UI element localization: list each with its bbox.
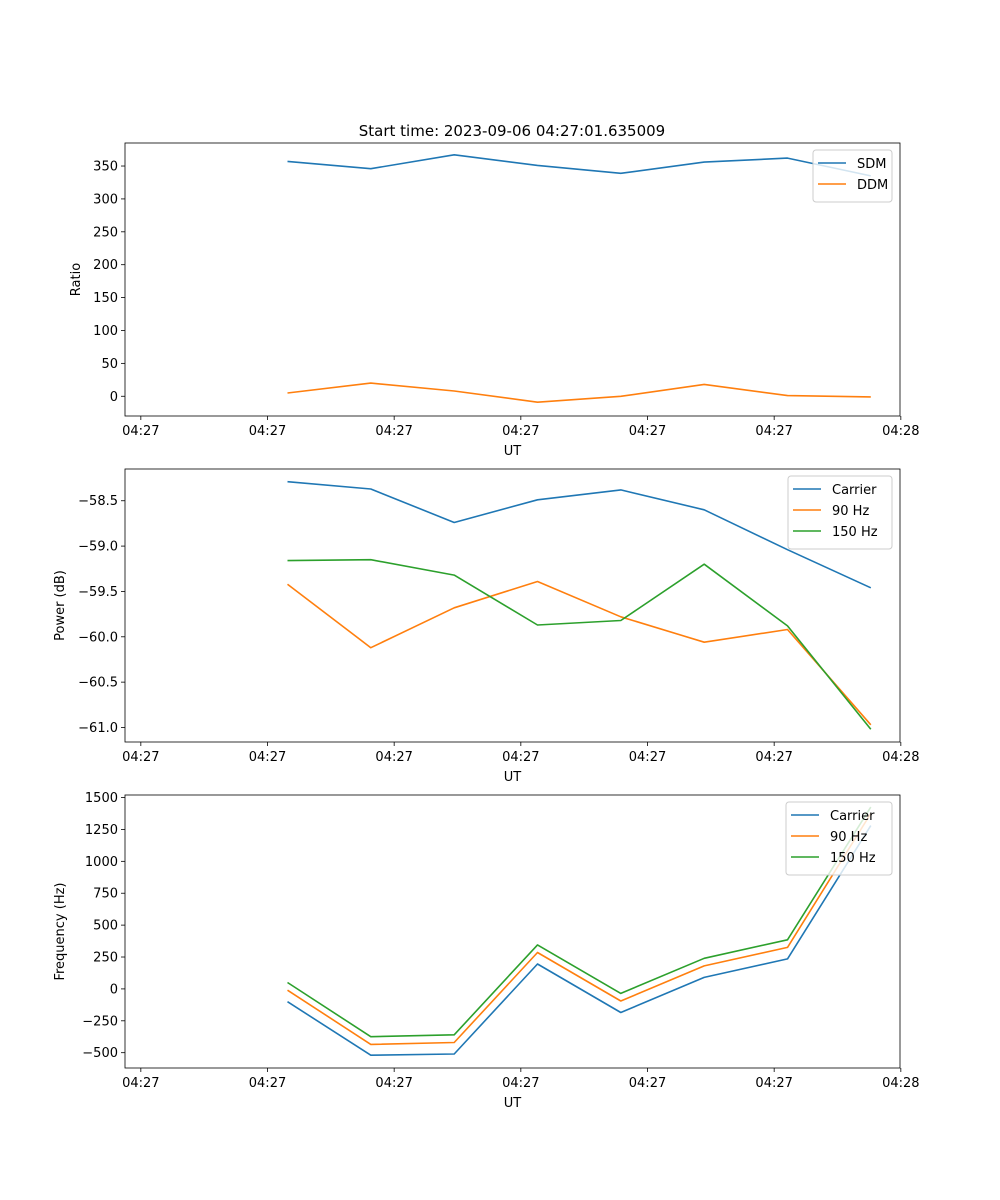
y-tick-label: 0 (110, 982, 118, 997)
plot-frame (124, 794, 901, 1069)
panels: 04:27 04:27 04:27 04:27 04:27 04:27 04:28 0 50 10… (53, 142, 920, 1111)
chart-panel-1: 04:27 04:27 04:27 04:27 04:27 04:27 04:28 0 50 10… (69, 142, 920, 459)
y-tick-label: 1250 (85, 823, 118, 838)
x-tick-label: 04:27 (629, 1076, 666, 1091)
series-line-150-hz (287, 558, 872, 730)
series-line-90-hz (287, 580, 872, 726)
legend: Carrier 90 Hz 150 Hz (787, 475, 893, 550)
y-tick-label: 250 (93, 225, 118, 240)
y-tick-label: −60.0 (78, 630, 118, 645)
legend-label: SDM (857, 157, 886, 172)
figure-title: Start time: 2023-09-06 04:27:01.635009 (359, 122, 665, 140)
x-tick-label: 04:27 (755, 750, 792, 765)
chart-panel-2: 04:27 04:27 04:27 04:27 04:27 04:27 04:28 −61.0… (53, 468, 920, 785)
y-tick-label: 350 (93, 160, 118, 175)
x-tick-label: 04:27 (502, 424, 539, 439)
x-tick-label: 04:27 (629, 750, 666, 765)
legend-label: 90 Hz (830, 830, 867, 845)
x-tick-label: 04:27 (502, 1076, 539, 1091)
x-tick-label: 04:28 (882, 750, 919, 765)
x-tick-label: 04:27 (375, 1076, 412, 1091)
x-tick-label: 04:27 (249, 750, 286, 765)
x-tick-label: 04:28 (882, 424, 919, 439)
x-tick-label: 04:27 (122, 750, 159, 765)
x-tick-label: 04:27 (122, 424, 159, 439)
y-tick-label: 250 (93, 951, 118, 966)
series-line-90-hz (287, 813, 872, 1046)
y-tick-label: −60.5 (78, 676, 118, 691)
y-tick-label: 750 (93, 887, 118, 902)
legend-label: Carrier (830, 809, 875, 824)
series-line-carrier (287, 825, 872, 1056)
legend: SDM DDM (812, 149, 893, 203)
x-tick-label: 04:27 (629, 424, 666, 439)
legend: Carrier 90 Hz 150 Hz (785, 801, 893, 876)
y-tick-label: −59.5 (78, 585, 118, 600)
y-tick-label: 200 (93, 258, 118, 273)
chart-panel-3: 04:27 04:27 04:27 04:27 04:27 04:27 04:28 −500 −… (53, 791, 920, 1111)
y-axis-label: Frequency (Hz) (53, 882, 68, 980)
series-line-150-hz (287, 806, 872, 1038)
y-tick-label: 1000 (85, 855, 118, 870)
y-tick-label: 0 (110, 390, 118, 405)
x-tick-label: 04:27 (375, 424, 412, 439)
x-tick-label: 04:27 (755, 1076, 792, 1091)
y-tick-label: 150 (93, 291, 118, 306)
legend-label: 150 Hz (832, 525, 878, 540)
y-tick-label: 1500 (85, 791, 118, 806)
plot-frame (124, 142, 901, 417)
x-tick-label: 04:27 (502, 750, 539, 765)
series-line-sdm (287, 154, 871, 177)
y-tick-label: 500 (93, 919, 118, 934)
y-axis-label: Ratio (69, 263, 84, 296)
legend-label: Carrier (832, 483, 877, 498)
y-axis-label: Power (dB) (53, 570, 68, 641)
legend-label: 90 Hz (832, 504, 869, 519)
x-tick-label: 04:28 (882, 1076, 919, 1091)
y-tick-label: 300 (93, 192, 118, 207)
x-tick-label: 04:27 (122, 1076, 159, 1091)
x-tick-label: 04:27 (375, 750, 412, 765)
y-tick-label: −58.5 (78, 494, 118, 509)
y-tick-label: 50 (101, 357, 118, 372)
y-tick-label: −250 (82, 1014, 118, 1029)
x-axis-label: UT (504, 444, 522, 459)
y-tick-label: 100 (93, 324, 118, 339)
series-line-carrier (287, 480, 872, 589)
series-line-ddm (287, 382, 871, 404)
y-tick-label: −500 (82, 1046, 118, 1061)
x-axis-label: UT (504, 1096, 522, 1111)
y-tick-label: −59.0 (78, 540, 118, 555)
x-tick-label: 04:27 (755, 424, 792, 439)
y-tick-label: −61.0 (78, 721, 118, 736)
plot-frame (124, 468, 901, 743)
x-tick-label: 04:27 (249, 1076, 286, 1091)
x-axis-label: UT (504, 770, 522, 785)
x-tick-label: 04:27 (249, 424, 286, 439)
legend-label: DDM (857, 178, 888, 193)
legend-label: 150 Hz (830, 851, 876, 866)
